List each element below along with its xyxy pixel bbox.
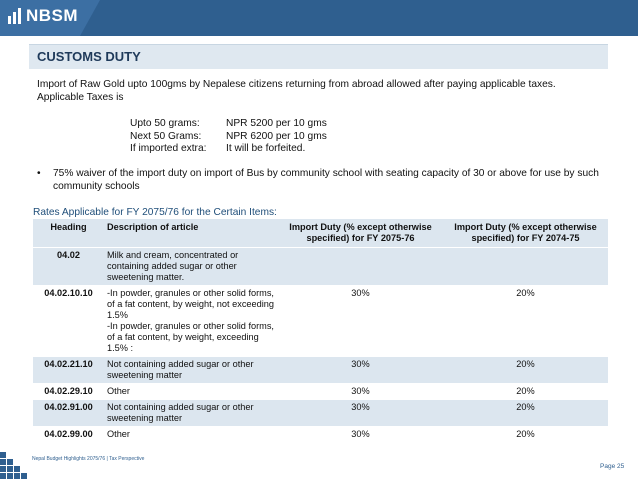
row-heading: 04.02.21.10 [33, 356, 104, 384]
section-title: CUSTOMS DUTY [37, 49, 141, 64]
rate-row: Upto 50 grams: NPR 5200 per 10 gms [130, 118, 327, 131]
table-row: 04.02.10.10 -In powder, granules or othe… [33, 285, 608, 357]
row-duty-previous: 20% [443, 285, 608, 357]
logo-bars-icon [8, 8, 21, 24]
table-header-row: Heading Description of article Import Du… [33, 219, 608, 248]
row-duty-current [278, 247, 443, 286]
row-duty-current: 30% [278, 399, 443, 427]
intro-line-2: Applicable Taxes is [37, 91, 124, 103]
row-description: -In powder, granules or other solid form… [104, 285, 278, 357]
row-duty-previous: 20% [443, 356, 608, 384]
rate-value: It will be forfeited. [226, 143, 306, 154]
row-duty-current: 30% [278, 356, 443, 384]
rate-label: If imported extra: [130, 143, 207, 154]
table-row: 04.02.99.00 Other 30% 20% [33, 426, 608, 443]
section-header: CUSTOMS DUTY [29, 44, 608, 69]
rate-row: Next 50 Grams: NPR 6200 per 10 gms [130, 131, 327, 144]
duty-rates-table: Heading Description of article Import Du… [33, 219, 608, 443]
row-duty-current: 30% [278, 383, 443, 400]
rate-row: If imported extra: It will be forfeited. [130, 143, 327, 156]
row-heading: 04.02.29.10 [33, 383, 104, 400]
page-number: Page 25 [600, 463, 625, 470]
row-duty-previous [443, 247, 608, 286]
row-duty-previous: 20% [443, 426, 608, 443]
table-row: 04.02.91.00 Not containing added sugar o… [33, 399, 608, 427]
col-duty-2074-75: Import Duty (% except otherwise specifie… [443, 219, 608, 248]
row-heading: 04.02.10.10 [33, 285, 104, 357]
corner-decoration-icon [0, 452, 27, 479]
row-description: Other [104, 426, 278, 443]
row-duty-previous: 20% [443, 399, 608, 427]
row-heading: 04.02 [33, 247, 104, 286]
gold-tax-rates: Upto 50 grams: NPR 5200 per 10 gms Next … [130, 118, 327, 156]
rate-label: Next 50 Grams: [130, 130, 202, 142]
table-title: Rates Applicable for FY 2075/76 for the … [33, 207, 277, 218]
logo-text: NBSM [26, 6, 79, 25]
intro-line-1: Import of Raw Gold upto 100gms by Nepale… [37, 79, 556, 90]
table-row: 04.02 Milk and cream, concentrated or co… [33, 247, 608, 286]
row-description: Milk and cream, concentrated or containi… [104, 247, 278, 286]
row-description: Not containing added sugar or other swee… [104, 356, 278, 384]
row-duty-current: 30% [278, 426, 443, 443]
rate-value: NPR 6200 per 10 gms [226, 130, 327, 142]
footer-caption: Nepal Budget Highlights 2075/76 | Tax Pe… [32, 456, 145, 462]
row-heading: 04.02.91.00 [33, 399, 104, 427]
col-heading: Heading [33, 219, 104, 248]
rate-value: NPR 5200 per 10 gms [226, 118, 327, 129]
nbsm-logo: NBSM [8, 6, 78, 26]
row-heading: 04.02.99.00 [33, 426, 104, 443]
row-duty-previous: 20% [443, 383, 608, 400]
col-duty-2075-76: Import Duty (% except otherwise specifie… [278, 219, 443, 248]
bullet-symbol: • [37, 168, 41, 179]
rate-label: Upto 50 grams: [130, 118, 200, 129]
table-row: 04.02.29.10 Other 30% 20% [33, 383, 608, 400]
row-description: Not containing added sugar or other swee… [104, 399, 278, 427]
col-description: Description of article [104, 219, 278, 248]
bus-waiver-bullet: • 75% waiver of the import duty on impor… [37, 168, 609, 193]
bullet-text: 75% waiver of the import duty on import … [53, 168, 599, 192]
intro-paragraph: Import of Raw Gold upto 100gms by Nepale… [37, 79, 607, 104]
row-duty-current: 30% [278, 285, 443, 357]
table-row: 04.02.21.10 Not containing added sugar o… [33, 356, 608, 384]
row-description: Other [104, 383, 278, 400]
top-banner [0, 0, 638, 36]
